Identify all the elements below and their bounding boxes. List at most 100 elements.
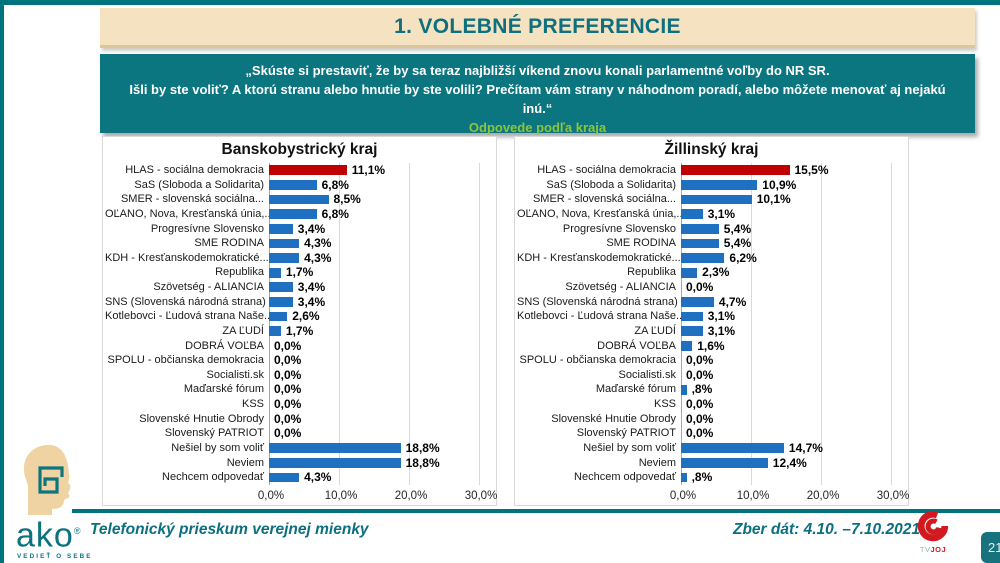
category-label: Kotlebovci - Ľudová strana Naše... — [105, 310, 274, 323]
chart-row: Szövetség - ALIANCIA 3,4% — [105, 280, 496, 295]
bar-cell: 2,6% — [269, 309, 479, 324]
chart-rows: HLAS - sociálna demokracia 11,1% SaS (Slob… — [105, 163, 496, 485]
value-label: ,8% — [691, 382, 713, 397]
x-axis: 0,0% 10,0% 20,0% 30,0% — [670, 489, 909, 506]
chart-row: Socialisti.sk 0,0% — [517, 368, 908, 383]
chart-row: Szövetség - ALIANCIA 0,0% — [517, 280, 908, 295]
x-tick-label: 10,0% — [736, 489, 770, 502]
bar-cell: 4,3% — [269, 236, 479, 251]
bar-cell: 5,4% — [681, 236, 891, 251]
chart-row: ZA ĽUDÍ 3,1% — [517, 324, 908, 339]
x-tick-label: 30,0% — [464, 489, 498, 502]
chart-row: SPOLU - občianska demokracia 0,0% — [105, 353, 496, 368]
bar — [681, 194, 752, 205]
category-label: SMER - slovenská sociálna... — [120, 193, 264, 206]
bar-cell: 15,5% — [681, 163, 891, 178]
bar-cell: 6,8% — [269, 207, 479, 222]
value-label: 3,4% — [297, 221, 326, 236]
value-label: 3,1% — [707, 309, 736, 324]
value-label: 0,0% — [274, 353, 302, 368]
bar-cell: 10,9% — [681, 178, 891, 193]
bar-cell: 4,3% — [269, 470, 479, 485]
category-label: HLAS - sociálna demokracia — [537, 164, 676, 176]
bar — [269, 472, 300, 483]
category-label: HLAS - sociálna demokracia — [125, 164, 264, 176]
bar — [269, 326, 281, 337]
bar-cell: 6,2% — [681, 251, 891, 266]
chart-row: HLAS - sociálna demokracia 15,5% — [517, 163, 908, 178]
chart-row: DOBRÁ VOĽBA 0,0% — [105, 339, 496, 354]
bar-cell: 1,6% — [681, 339, 891, 354]
bar-cell: 0,0% — [681, 368, 891, 383]
value-label: 1,7% — [285, 265, 314, 280]
chart-row: OĽANO, Nova, Kresťanská únia,... 6,8% — [105, 207, 496, 222]
bar — [269, 223, 293, 234]
bar-cell: 12,4% — [681, 456, 891, 471]
ako-wordmark: ako® — [16, 516, 82, 555]
value-label: 18,8% — [405, 455, 440, 470]
category-label: Maďarské fórum — [595, 383, 676, 396]
value-label: 0,0% — [686, 397, 714, 411]
category-label: SaS (Sloboda a Solidarita) — [134, 178, 264, 191]
x-axis: 0,0% 10,0% 20,0% 30,0% — [258, 489, 497, 506]
bar — [269, 282, 293, 293]
footer-divider — [72, 509, 1000, 513]
chart-row: SNS (Slovenská národná strana) 3,4% — [105, 295, 496, 310]
category-label: Progresívne Slovensko — [562, 222, 676, 235]
bar — [681, 180, 758, 190]
left-border-strip — [0, 0, 4, 563]
y-axis-line — [269, 163, 270, 486]
value-label: 3,1% — [707, 206, 736, 221]
chart-row: Slovenské Hnutie Obrody 0,0% — [105, 412, 496, 427]
value-label: 0,0% — [274, 382, 302, 397]
category-label: SPOLU - občianska demokracia — [519, 354, 676, 367]
chart-row: Maďarské fórum ,8% — [517, 382, 908, 397]
registered-icon: ® — [73, 526, 82, 536]
category-label: Progresívne Slovensko — [150, 222, 264, 235]
bar-cell: 3,1% — [681, 309, 891, 324]
value-label: 0,0% — [274, 338, 302, 353]
value-label: 0,0% — [274, 426, 302, 441]
x-tick-label: 20,0% — [806, 489, 840, 502]
value-label: 0,0% — [686, 353, 714, 368]
value-label: 0,0% — [274, 367, 302, 382]
value-label: 3,4% — [297, 294, 326, 309]
category-label: KSS — [653, 398, 676, 410]
bar — [681, 267, 698, 278]
chart-row: DOBRÁ VOĽBA 1,6% — [517, 339, 908, 354]
value-label: 0,0% — [274, 397, 302, 411]
bar-cell: 18,8% — [269, 441, 479, 456]
bar-cell: ,8% — [681, 382, 891, 397]
category-label: Slovenské Hnutie Obrody — [139, 412, 264, 425]
bar — [269, 311, 288, 322]
value-label: 4,3% — [304, 236, 332, 251]
category-label: Neviem — [638, 456, 676, 469]
value-label: 2,3% — [702, 265, 730, 280]
category-label: Nechcem odpovedať — [574, 471, 676, 484]
category-label: SME RODINA — [194, 237, 264, 250]
bar-cell: 3,1% — [681, 324, 891, 339]
bar-cell: 14,7% — [681, 441, 891, 456]
chart-row: Maďarské fórum 0,0% — [105, 382, 496, 397]
chart-zilinsky: Žillinský kraj HLAS - sociálna demokraci… — [514, 136, 909, 506]
category-label: Maďarské fórum — [183, 383, 264, 396]
chart-body: HLAS - sociálna demokracia 11,1% SaS (Slob… — [103, 163, 497, 506]
chart-row: SaS (Sloboda a Solidarita) 6,8% — [105, 178, 496, 193]
chart-row: Nešiel by som voliť 18,8% — [105, 441, 496, 456]
category-label: Republika — [215, 266, 264, 279]
chart-row: Neviem 18,8% — [105, 456, 496, 471]
bar — [269, 209, 317, 220]
value-label: 0,0% — [274, 411, 302, 426]
question-line-1: „Skúste si prestaviť, že by sa teraz naj… — [245, 63, 830, 78]
x-tick-label: 10,0% — [324, 489, 358, 502]
footer-left-text: Telefonický prieskum verejnej mienky — [90, 521, 369, 538]
chart-row: KDH - Kresťanskodemokratické... 6,2% — [517, 251, 908, 266]
slide-header: 1. VOLEBNÉ PREFERENCIE — [100, 8, 975, 48]
chart-gridlines — [269, 163, 480, 486]
bar-cell: 18,8% — [269, 456, 479, 471]
value-label: 1,7% — [285, 323, 314, 338]
category-label: OĽANO, Nova, Kresťanská únia,... — [105, 207, 274, 220]
category-label: KSS — [241, 398, 264, 410]
bar-cell: 0,0% — [269, 353, 479, 368]
value-label: 4,7% — [718, 294, 747, 309]
